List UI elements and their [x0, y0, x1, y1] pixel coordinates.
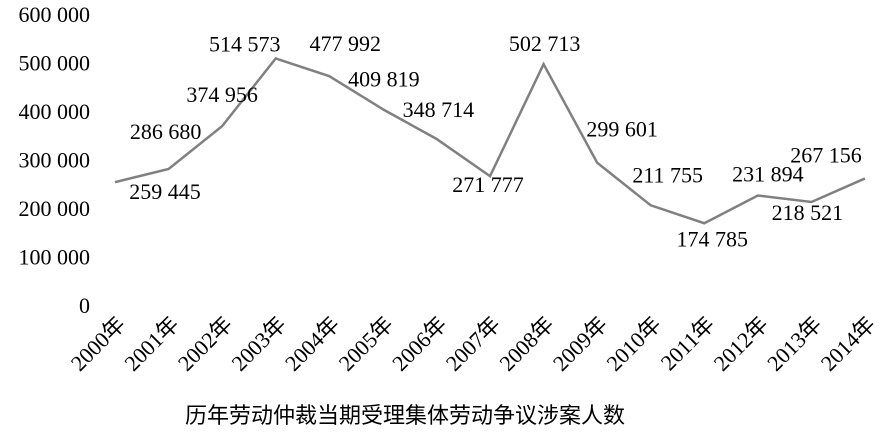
data-label: 286 680	[130, 119, 202, 144]
x-tick-label: 2005年	[334, 311, 398, 375]
data-line	[114, 56, 866, 225]
x-tick-label: 2007年	[441, 311, 505, 375]
x-tick-label: 2002年	[173, 311, 237, 375]
x-tick-label: 2001年	[119, 311, 183, 375]
data-label: 514 573	[209, 31, 281, 56]
data-label: 231 894	[732, 162, 804, 187]
x-tick-label: 2010年	[601, 311, 665, 375]
x-tick-label: 2013年	[762, 311, 826, 375]
x-tick-label: 2014年	[816, 311, 880, 375]
y-tick-label: 200 000	[19, 196, 91, 221]
data-label: 348 714	[403, 97, 475, 122]
x-tick-label: 2004年	[280, 311, 344, 375]
data-label: 218 521	[772, 200, 844, 225]
y-tick-label: 100 000	[19, 245, 91, 270]
data-label: 259 445	[129, 179, 201, 204]
x-tick-label: 2009年	[548, 311, 612, 375]
y-tick-label: 500 000	[19, 51, 91, 76]
y-tick-label: 400 000	[19, 99, 91, 124]
data-label: 477 992	[310, 31, 382, 56]
data-label: 211 755	[632, 162, 703, 187]
x-tick-label: 2006年	[387, 311, 451, 375]
x-tick-label: 2003年	[226, 311, 290, 375]
chart-title: 历年劳动仲裁当期受理集体劳动争议涉案人数	[185, 403, 625, 428]
data-label: 174 785	[677, 226, 749, 251]
y-tick-label: 0	[79, 293, 90, 318]
x-tick-label: 2012年	[709, 311, 773, 375]
data-label: 502 713	[509, 31, 581, 56]
data-label: 299 601	[586, 117, 658, 142]
y-tick-label: 600 000	[19, 2, 91, 27]
data-label: 267 156	[790, 142, 862, 167]
y-tick-label: 300 000	[19, 148, 91, 173]
x-tick-label: 2000年	[66, 311, 130, 375]
data-label: 409 819	[348, 66, 420, 91]
data-label: 374 956	[186, 82, 258, 107]
x-tick-label: 2008年	[494, 311, 558, 375]
x-tick-label: 2011年	[656, 311, 720, 375]
data-label: 271 777	[452, 172, 524, 197]
